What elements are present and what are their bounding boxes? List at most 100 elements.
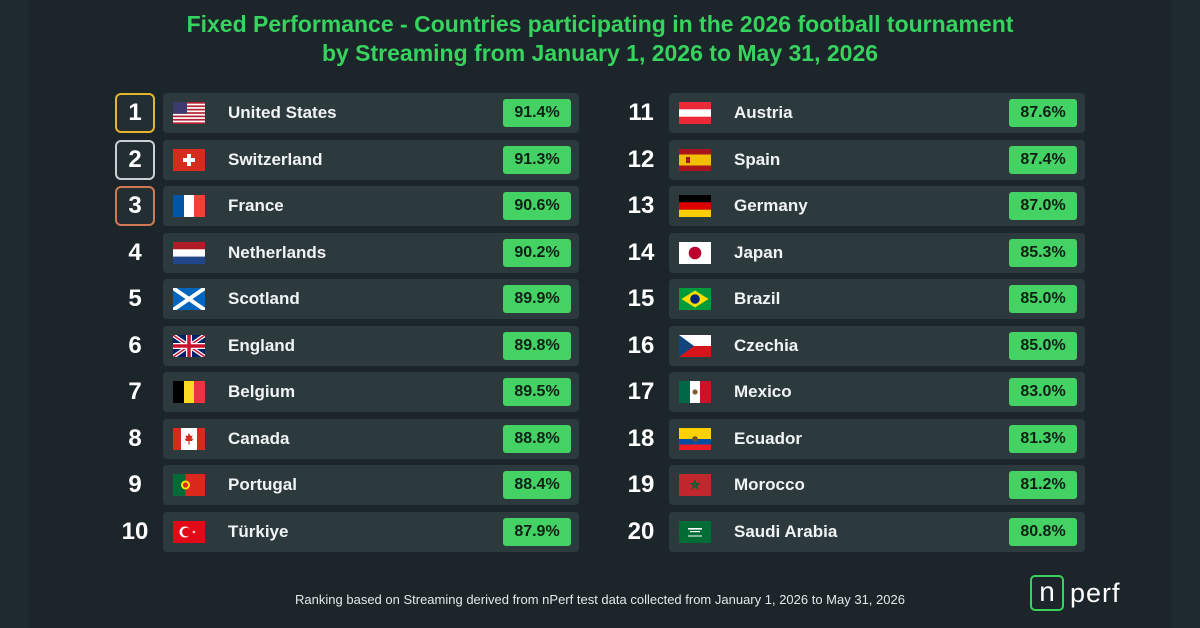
rank-number: 6 [128, 331, 142, 359]
rank-number: 7 [128, 378, 142, 406]
rank-number: 1 [115, 93, 155, 133]
ranking-row: 10 Türkiye 87.9% [115, 511, 585, 552]
ranking-card: Portugal 88.4% [163, 465, 579, 506]
rank-number: 20 [627, 517, 655, 545]
uk-flag-icon [173, 334, 205, 357]
us-flag-icon [173, 102, 205, 124]
ranking-row: 5 Scotland 89.9% [115, 279, 585, 320]
ranking-card: Ecuador 81.3% [669, 418, 1085, 459]
rank-number: 13 [627, 192, 655, 220]
value-badge: 88.4% [503, 471, 571, 500]
tr-flag-icon [173, 520, 205, 543]
ranking-row: 1 United States 91.4% [115, 93, 585, 133]
rank-number: 2 [115, 139, 155, 180]
ranking-row: 20 Saudi Arabia 80.8% [621, 511, 1091, 552]
ranking-row: 19 Morocco 81.2% [621, 465, 1091, 506]
ranking-card: Morocco 81.2% [669, 465, 1085, 506]
value-badge: 88.8% [503, 424, 571, 453]
country-name: France [228, 196, 284, 216]
value-badge: 87.0% [1009, 192, 1077, 221]
country-name: Mexico [734, 382, 792, 402]
value-badge: 87.9% [503, 517, 571, 546]
country-name: Scotland [228, 289, 300, 309]
ranking-row: 14 Japan 85.3% [621, 232, 1091, 273]
rank-number: 9 [128, 471, 142, 499]
value-badge: 87.4% [1009, 145, 1077, 174]
country-name: England [228, 335, 296, 355]
country-name: Ecuador [734, 428, 803, 448]
ranking-row: 18 Ecuador 81.3% [621, 418, 1091, 459]
br-flag-icon [679, 288, 711, 311]
value-badge: 85.0% [1009, 331, 1077, 360]
ranking-row: 17 Mexico 83.0% [621, 372, 1091, 413]
ranking-row: 9 Portugal 88.4% [115, 465, 585, 506]
ranking-row: 2 Switzerland 91.3% [115, 139, 585, 180]
nperf-logo: n perf [1030, 575, 1155, 613]
rank-number: 3 [115, 186, 155, 227]
ranking-row: 7 Belgium 89.5% [115, 372, 585, 413]
rank-number: 12 [627, 145, 655, 173]
logo-mark: n [1030, 575, 1064, 611]
pt-flag-icon [173, 474, 205, 497]
rank-number: 5 [128, 285, 142, 313]
value-badge: 89.8% [503, 331, 571, 360]
country-name: Germany [734, 196, 808, 216]
sa-flag-icon [679, 520, 711, 543]
ec-flag-icon [679, 427, 711, 450]
ranking-row: 6 England 89.8% [115, 325, 585, 366]
ranking-row: 13 Germany 87.0% [621, 186, 1091, 227]
ranking-row: 11 Austria 87.6% [621, 93, 1091, 133]
chart-title-line-2: by Streaming from January 1, 2026 to May… [321, 40, 879, 66]
value-badge: 81.2% [1009, 471, 1077, 500]
ranking-card: United States 91.4% [163, 93, 579, 133]
es-flag-icon [679, 148, 711, 171]
ranking-row: 8 Canada 88.8% [115, 418, 585, 459]
de-flag-icon [679, 195, 711, 218]
rank-number: 8 [128, 424, 142, 452]
chart-title: Fixed Performance - Countries participat… [0, 10, 1200, 68]
scotland-flag-icon [173, 288, 205, 311]
ranking-card: Czechia 85.0% [669, 325, 1085, 366]
ranking-row: 3 France 90.6% [115, 186, 585, 227]
ranking-card: Türkiye 87.9% [163, 511, 579, 552]
cz-flag-icon [679, 334, 711, 357]
country-name: Spain [734, 149, 781, 169]
ranking-card: Austria 87.6% [669, 93, 1085, 133]
footer-note: Ranking based on Streaming derived from … [295, 592, 905, 607]
country-name: United States [228, 103, 337, 122]
ma-flag-icon [679, 474, 711, 497]
value-badge: 91.3% [503, 145, 571, 174]
ranking-card: Belgium 89.5% [163, 372, 579, 413]
ranking-card: Saudi Arabia 80.8% [669, 511, 1085, 552]
country-name: Japan [734, 242, 784, 262]
rank-number: 10 [121, 517, 149, 545]
country-name: Belgium [228, 382, 296, 402]
ranking-row: 12 Spain 87.4% [621, 139, 1091, 180]
value-badge: 83.0% [1009, 378, 1077, 407]
value-badge: 91.4% [503, 99, 571, 127]
value-badge: 85.0% [1009, 285, 1077, 314]
country-name: Czechia [734, 335, 799, 355]
ca-flag-icon [173, 427, 205, 450]
ranking-card: Brazil 85.0% [669, 279, 1085, 320]
country-name: Türkiye [228, 521, 289, 541]
country-name: Brazil [734, 289, 781, 309]
be-flag-icon [173, 381, 205, 404]
ranking-card: Scotland 89.9% [163, 279, 579, 320]
value-badge: 90.6% [503, 192, 571, 221]
ranking-card: Germany 87.0% [669, 186, 1085, 227]
rank-number: 4 [128, 238, 142, 266]
ranking-card: Japan 85.3% [669, 232, 1085, 273]
jp-flag-icon [679, 241, 711, 264]
ranking-card: Netherlands 90.2% [163, 232, 579, 273]
rank-number: 19 [627, 471, 655, 499]
rank-number: 14 [627, 238, 655, 266]
ranking-card: Spain 87.4% [669, 139, 1085, 180]
ranking-card: Canada 88.8% [163, 418, 579, 459]
value-badge: 90.2% [503, 238, 571, 267]
ranking-row: 15 Brazil 85.0% [621, 279, 1091, 320]
country-name: Canada [228, 428, 290, 448]
ranking-card: Switzerland 91.3% [163, 139, 579, 180]
country-name: Netherlands [228, 242, 327, 262]
country-name: Morocco [734, 475, 805, 495]
